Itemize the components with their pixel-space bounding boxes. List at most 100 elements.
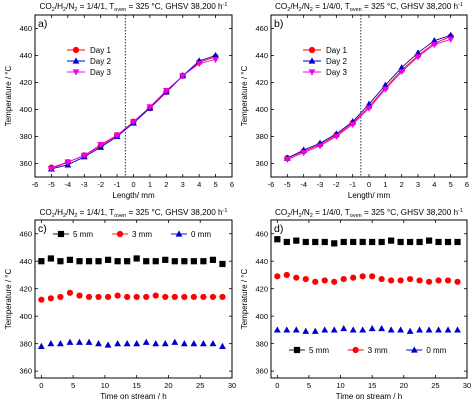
legend-marker bbox=[72, 57, 80, 64]
title-part: /N bbox=[302, 208, 310, 217]
data-point bbox=[302, 327, 310, 334]
title-part: /H bbox=[55, 208, 63, 217]
series-5-mm bbox=[274, 236, 461, 247]
y-tick-label: 460 bbox=[19, 229, 32, 238]
legend-label: 3 mm bbox=[132, 230, 152, 239]
x-tick-label: -5 bbox=[284, 180, 291, 189]
legend-marker bbox=[308, 57, 316, 64]
title-part: = 1/4/0, T bbox=[313, 208, 350, 217]
data-point bbox=[321, 277, 328, 284]
y-tick-label: 420 bbox=[255, 78, 268, 87]
x-tick-label: 2 bbox=[400, 180, 404, 189]
title-part: = 325 °C, GHSV 38,200 h bbox=[126, 208, 223, 217]
data-point bbox=[414, 54, 422, 61]
data-point bbox=[397, 238, 404, 246]
x-tick-label: 0 bbox=[367, 180, 371, 189]
data-point bbox=[66, 289, 74, 296]
title-part: = 1/4/1, T bbox=[77, 2, 114, 11]
x-tick-label: -1 bbox=[114, 180, 121, 189]
legend: Day 1 Day 2 Day 3 bbox=[67, 46, 111, 77]
data-point bbox=[273, 326, 281, 333]
x-tick-label: 2 bbox=[164, 180, 168, 189]
data-point bbox=[365, 100, 373, 107]
legend-label: 5 mm bbox=[73, 230, 93, 239]
data-point bbox=[47, 340, 55, 347]
data-point bbox=[312, 278, 319, 285]
data-point bbox=[349, 121, 357, 128]
legend-marker bbox=[410, 346, 418, 353]
data-point bbox=[293, 274, 300, 281]
x-tick-label: 1 bbox=[148, 180, 152, 189]
x-axis-label: Time on stream / h bbox=[336, 392, 402, 401]
data-point bbox=[76, 258, 83, 265]
data-point bbox=[57, 340, 64, 347]
data-point bbox=[209, 340, 217, 347]
legend-label: Day 2 bbox=[90, 57, 111, 66]
legend-label: Day 1 bbox=[326, 46, 347, 55]
data-point bbox=[416, 238, 423, 246]
title-part: 2 bbox=[52, 7, 55, 13]
y-tick-label: 420 bbox=[19, 78, 32, 87]
data-point bbox=[454, 278, 461, 285]
x-tick-label: 20 bbox=[400, 381, 408, 390]
title-part: CO bbox=[275, 2, 287, 11]
data-point bbox=[388, 277, 395, 284]
data-point bbox=[200, 293, 207, 301]
series-0-mm bbox=[273, 324, 461, 334]
x-tick-label: -6 bbox=[32, 180, 39, 189]
legend-marker bbox=[352, 346, 359, 354]
data-point bbox=[190, 293, 197, 301]
data-point bbox=[104, 341, 112, 348]
data-point bbox=[130, 119, 137, 126]
legend-label: 0 mm bbox=[191, 230, 211, 239]
series-line bbox=[51, 59, 216, 170]
x-tick-label: 0 bbox=[131, 180, 135, 189]
title-part: -1 bbox=[223, 208, 228, 214]
y-tick-label: 460 bbox=[255, 229, 268, 238]
data-point bbox=[340, 238, 347, 246]
y-tick-label: 400 bbox=[255, 105, 268, 114]
data-point bbox=[212, 56, 219, 64]
data-point bbox=[209, 256, 217, 263]
data-point bbox=[195, 61, 203, 68]
series-day-3 bbox=[283, 36, 455, 164]
data-point bbox=[123, 340, 131, 347]
data-point bbox=[38, 296, 45, 303]
data-point bbox=[444, 238, 452, 246]
x-tick-label: 20 bbox=[164, 381, 172, 390]
y-tick-label: 360 bbox=[19, 367, 32, 376]
x-tick-label: 10 bbox=[101, 381, 109, 390]
y-tick-label: 420 bbox=[255, 284, 268, 293]
data-point bbox=[95, 258, 102, 265]
data-point bbox=[161, 340, 169, 347]
legend-marker bbox=[116, 230, 124, 238]
chart-panel-c: CO2/H2/N2 = 1/4/1, Toven = 325 °C, GHSV … bbox=[4, 208, 236, 401]
y-tick-label: 440 bbox=[255, 51, 268, 60]
title-part: = 1/4/1, T bbox=[77, 208, 114, 217]
chart-panel-a: CO2/H2/N2 = 1/4/1, Toven = 325 °C, GHSV … bbox=[4, 2, 234, 200]
data-point bbox=[321, 326, 329, 333]
data-point bbox=[114, 292, 121, 299]
title-part: oven bbox=[350, 213, 362, 219]
data-point bbox=[300, 150, 308, 157]
data-point bbox=[302, 238, 309, 246]
title-part: CO bbox=[40, 208, 52, 217]
x-tick-label: -1 bbox=[349, 180, 356, 189]
title-part: 2 bbox=[74, 7, 77, 13]
title-part: = 1/4/0, T bbox=[313, 2, 350, 11]
y-tick-label: 460 bbox=[255, 24, 268, 33]
data-point bbox=[293, 237, 300, 244]
data-point bbox=[190, 340, 198, 347]
x-tick-label: 5 bbox=[71, 381, 75, 390]
data-point bbox=[66, 338, 74, 345]
data-point bbox=[104, 256, 112, 263]
data-point bbox=[435, 326, 442, 333]
title-part: = 325 °C, GHSV 38,200 h bbox=[126, 2, 223, 11]
data-point bbox=[133, 255, 140, 262]
x-tick-label: -2 bbox=[97, 180, 104, 189]
data-point bbox=[388, 237, 395, 244]
title-part: 2 bbox=[63, 7, 66, 13]
data-point bbox=[219, 260, 226, 268]
title-part: /N bbox=[302, 2, 310, 11]
data-point bbox=[133, 340, 141, 347]
